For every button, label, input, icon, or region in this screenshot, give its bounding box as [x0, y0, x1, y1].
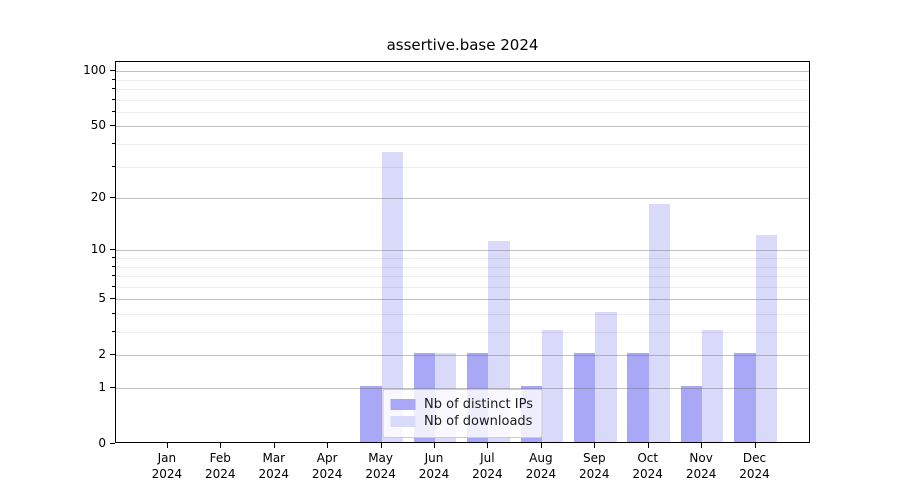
gridline-minor-60 — [116, 111, 809, 113]
y-minor-tick-mark-40 — [112, 142, 115, 144]
x-tick-label-jul: Jul 2024 — [472, 451, 503, 481]
gridline-major-5 — [116, 299, 809, 301]
x-tick-mark-apr — [327, 443, 329, 448]
y-tick-label-5: 5 — [98, 291, 106, 306]
gridline-minor-8 — [116, 266, 809, 268]
gridline-minor-6 — [116, 286, 809, 288]
bar-downloads-dec — [755, 234, 777, 442]
y-minor-tick-mark-9 — [112, 256, 115, 258]
gridline-minor-7 — [116, 276, 809, 277]
y-tick-label-1: 1 — [98, 380, 106, 394]
x-tick-mark-aug — [540, 443, 542, 448]
x-tick-label-mar: Mar 2024 — [258, 451, 290, 481]
y-minor-tick-mark-7 — [112, 275, 115, 276]
x-tick-mark-nov — [701, 443, 703, 448]
gridline-minor-4 — [116, 313, 809, 315]
y-tick-label-0: 0 — [98, 436, 106, 450]
bar-distinct-ips-may — [360, 386, 382, 442]
x-tick-mark-jan — [166, 443, 168, 448]
bar-distinct-ips-oct — [627, 353, 649, 442]
bar-downloads-may — [381, 152, 403, 442]
y-tick-mark-0 — [110, 443, 115, 444]
x-tick-label-apr: Apr 2024 — [311, 451, 343, 481]
y-tick-label-100: 100 — [83, 63, 106, 78]
gridline-minor-80 — [116, 88, 809, 90]
gridline-major-2 — [116, 355, 809, 357]
y-minor-tick-mark-4 — [112, 312, 115, 314]
bar-distinct-ips-sep — [573, 353, 596, 442]
y-tick-mark-100 — [110, 70, 115, 72]
x-tick-label-feb: Feb 2024 — [205, 451, 236, 481]
bar-downloads-oct — [648, 204, 671, 442]
gridline-major-1 — [116, 388, 809, 389]
y-minor-tick-mark-60 — [112, 110, 115, 112]
gridline-minor-70 — [116, 99, 809, 101]
y-tick-mark-2 — [110, 354, 115, 356]
bar-downloads-sep — [595, 311, 617, 442]
x-tick-label-dec: Dec 2024 — [739, 451, 770, 481]
legend: Nb of distinct IPs Nb of downloads — [382, 389, 543, 438]
legend-swatch-downloads — [390, 416, 416, 427]
chart-title: assertive.base 2024 — [386, 36, 539, 54]
x-tick-label-jun: Jun 2024 — [418, 451, 450, 481]
bar-downloads-nov — [702, 330, 724, 442]
x-tick-label-nov: Nov 2024 — [685, 451, 717, 481]
y-tick-label-10: 10 — [90, 242, 106, 257]
y-tick-mark-1 — [110, 387, 115, 388]
y-tick-mark-50 — [110, 125, 115, 127]
x-tick-label-aug: Aug 2024 — [525, 451, 557, 481]
bar-distinct-ips-nov — [680, 386, 703, 442]
y-minor-tick-mark-3 — [112, 331, 115, 332]
x-tick-mark-sep — [594, 443, 596, 448]
gridline-minor-30 — [116, 166, 809, 168]
x-tick-mark-oct — [647, 443, 649, 448]
x-tick-label-sep: Sep 2024 — [579, 451, 610, 481]
y-minor-tick-mark-70 — [112, 98, 115, 100]
legend-label-downloads: Nb of downloads — [424, 414, 533, 429]
x-tick-mark-jun — [434, 443, 435, 448]
x-tick-mark-may — [380, 443, 382, 448]
gridline-minor-90 — [116, 79, 809, 81]
y-tick-mark-5 — [110, 298, 115, 300]
legend-item-downloads: Nb of downloads — [390, 414, 533, 429]
y-minor-tick-mark-8 — [112, 265, 115, 267]
gridline-minor-3 — [116, 332, 809, 333]
gridline-major-100 — [116, 71, 809, 73]
x-tick-mark-dec — [754, 443, 756, 448]
x-tick-mark-mar — [273, 443, 275, 448]
x-tick-mark-feb — [220, 443, 222, 448]
gridline-minor-9 — [116, 257, 809, 259]
x-tick-label-may: May 2024 — [365, 451, 396, 481]
bar-downloads-aug — [541, 330, 564, 442]
gridline-major-10 — [116, 250, 809, 252]
y-tick-mark-10 — [110, 249, 115, 251]
x-tick-mark-jul — [487, 443, 489, 448]
x-tick-label-jan: Jan 2024 — [151, 451, 183, 481]
bar-distinct-ips-dec — [734, 353, 756, 442]
y-tick-label-20: 20 — [90, 190, 106, 204]
gridline-minor-40 — [116, 143, 809, 145]
y-minor-tick-mark-80 — [112, 87, 115, 89]
y-tick-mark-20 — [110, 197, 115, 198]
legend-label-distinct-ips: Nb of distinct IPs — [424, 397, 533, 412]
y-tick-label-50: 50 — [90, 118, 106, 133]
legend-item-distinct-ips: Nb of distinct IPs — [390, 397, 533, 412]
legend-swatch-distinct-ips — [390, 399, 416, 410]
x-tick-label-oct: Oct 2024 — [632, 451, 663, 481]
y-minor-tick-mark-6 — [112, 285, 115, 287]
y-minor-tick-mark-90 — [112, 78, 115, 80]
plot-area: Nb of distinct IPs Nb of downloads — [115, 61, 810, 443]
gridline-major-20 — [116, 198, 809, 199]
y-tick-label-2: 2 — [98, 347, 106, 362]
gridline-major-50 — [116, 126, 809, 128]
y-minor-tick-mark-30 — [112, 165, 115, 167]
